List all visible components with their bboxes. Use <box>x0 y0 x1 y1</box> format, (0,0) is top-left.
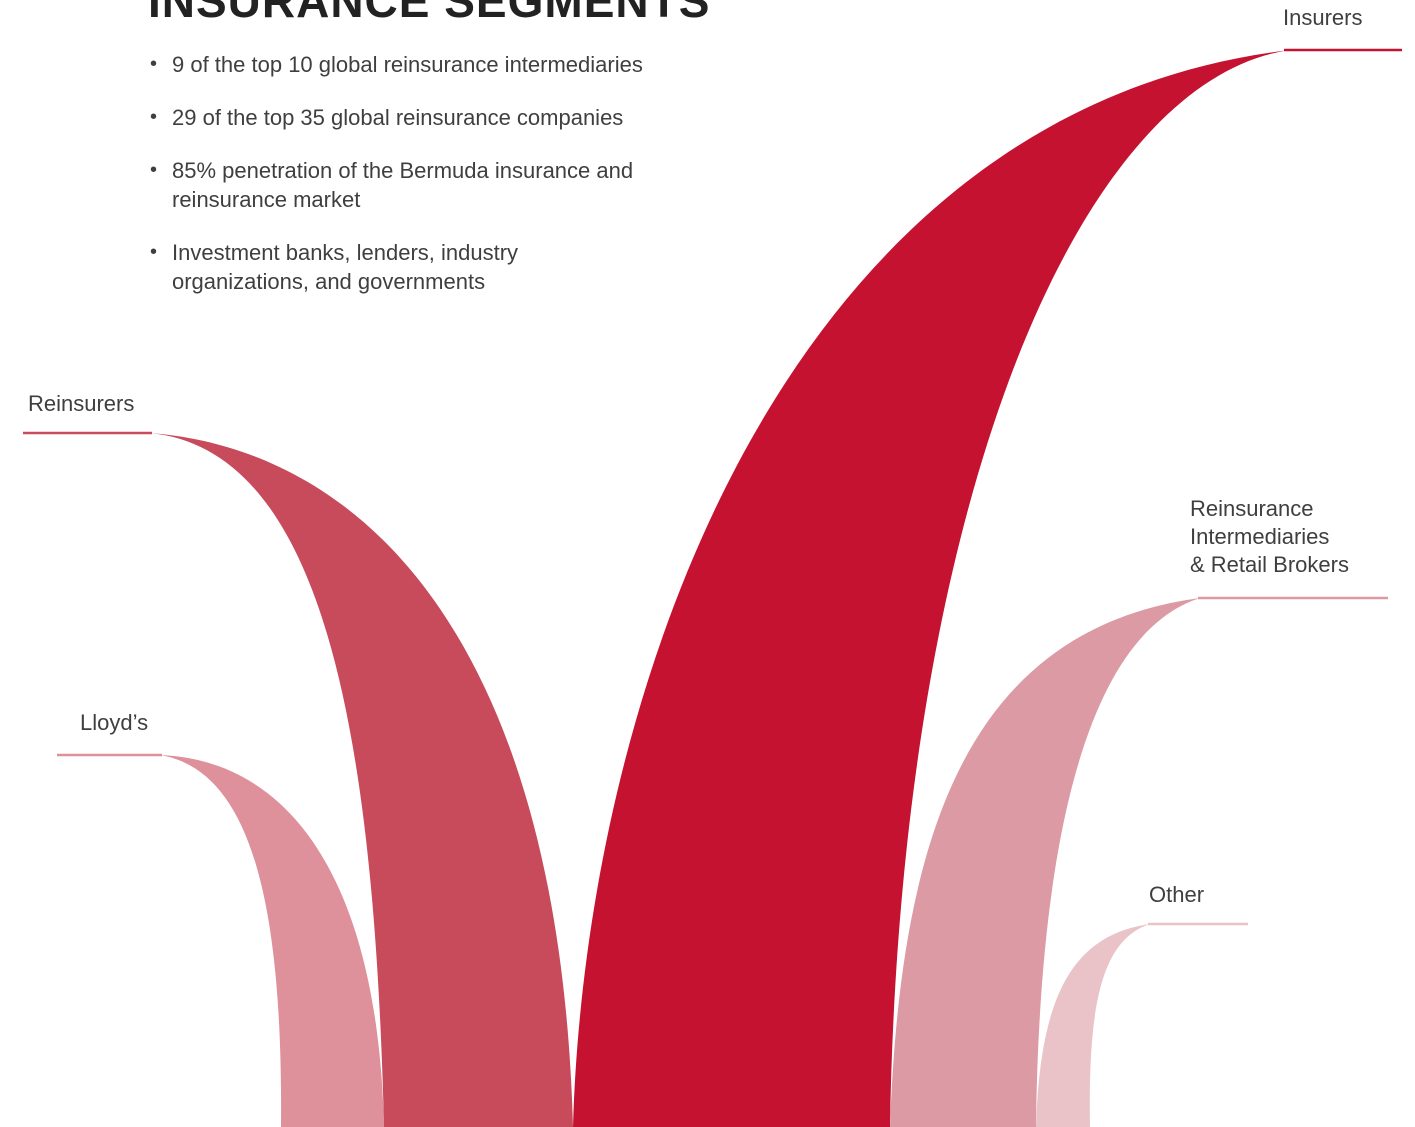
list-item: 29 of the top 35 global reinsurance comp… <box>148 103 768 132</box>
list-item: 85% penetration of the Bermuda insurance… <box>148 156 732 214</box>
intermediaries-label: Reinsurance Intermediaries & Retail Brok… <box>1190 495 1349 579</box>
intermediaries-label-line: & Retail Brokers <box>1190 552 1349 577</box>
intermediaries-stream <box>890 598 1200 1127</box>
other-label: Other <box>1149 882 1205 907</box>
intermediaries-label-line: Reinsurance <box>1190 496 1314 521</box>
page-title: INSURANCE SEGMENTS <box>148 0 711 27</box>
list-item: Investment banks, lenders, industry orga… <box>148 238 612 296</box>
insurers-stream <box>573 50 1290 1127</box>
reinsurers-label: Reinsurers <box>28 391 135 416</box>
bullet-list: 9 of the top 10 global reinsurance inter… <box>148 50 768 320</box>
insurers-label: Insurers <box>1283 5 1363 30</box>
intermediaries-label-line: Intermediaries <box>1190 524 1330 549</box>
reinsurers-stream <box>150 433 573 1127</box>
lloyds-stream <box>160 755 384 1127</box>
lloyds-label: Lloyd’s <box>80 710 149 735</box>
list-item: 9 of the top 10 global reinsurance inter… <box>148 50 768 79</box>
other-stream <box>1036 924 1150 1127</box>
